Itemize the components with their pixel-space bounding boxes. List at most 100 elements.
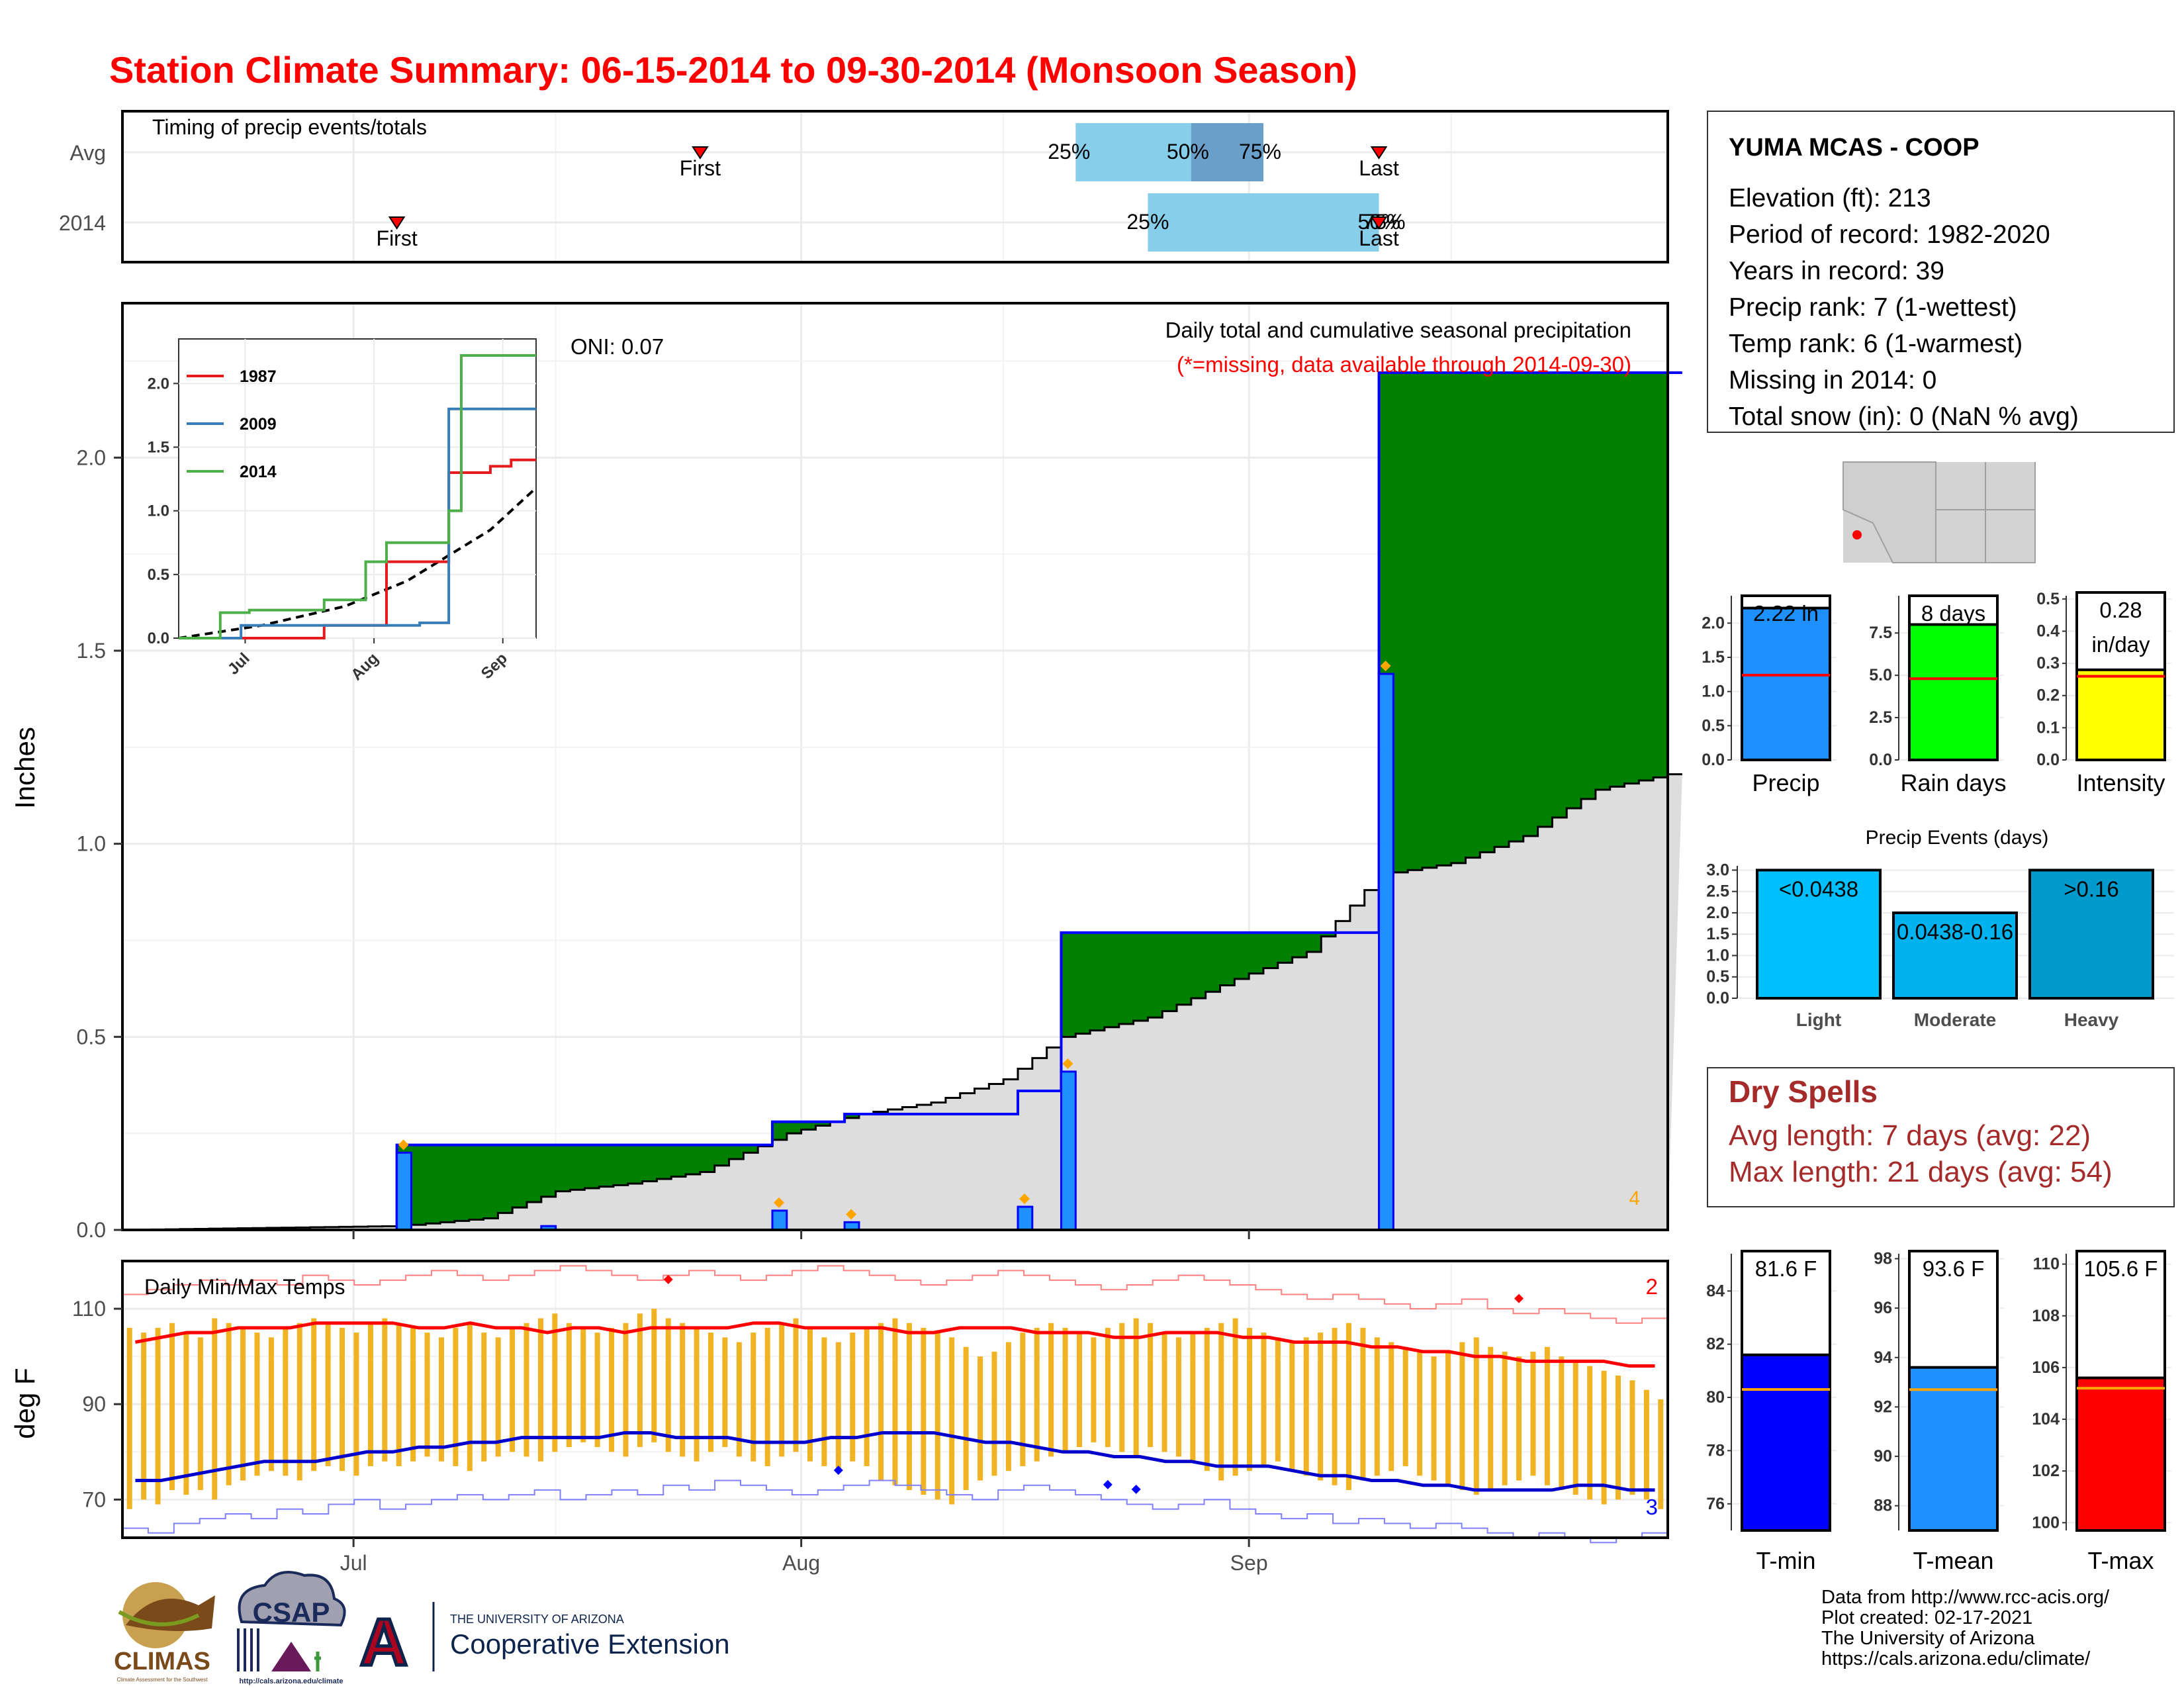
precip-surplus-segment xyxy=(743,1145,758,1153)
precip-y-tick-label: 1.5 xyxy=(77,639,106,663)
precip-total-bar xyxy=(1741,606,1831,761)
precip-surplus-segment xyxy=(1494,373,1510,847)
precip-surplus-segment xyxy=(555,1145,570,1192)
daily-temp-range-bar xyxy=(1601,1370,1607,1505)
precip-surplus-segment xyxy=(483,1145,498,1219)
precip-surplus-segment xyxy=(426,1145,441,1224)
station-info-line: Missing in 2014: 0 xyxy=(1729,366,1936,395)
precip-surplus-segment xyxy=(1234,932,1250,979)
daily-temp-range-bar xyxy=(1190,1333,1196,1462)
daily-temp-range-bar xyxy=(1261,1333,1267,1466)
daily-temp-range-bar xyxy=(1133,1318,1139,1457)
footer-line-4: https://cals.arizona.edu/climate/ xyxy=(1821,1648,2091,1669)
precip-y-tick-label: 0.0 xyxy=(77,1218,106,1242)
daily-temp-range-bar xyxy=(1346,1323,1352,1490)
daily-temp-range-bar xyxy=(1218,1323,1224,1481)
ua-logo: A THE UNIVERSITY OF ARIZONA Cooperative … xyxy=(358,1602,730,1681)
precip-surplus-segment xyxy=(1090,932,1105,1031)
precip-surplus-segment xyxy=(1133,932,1148,1021)
station-frame xyxy=(1707,111,2175,433)
timing-2014-p75-label: 75% xyxy=(1363,210,1406,234)
temp-frame xyxy=(121,1260,1669,1539)
t-min-tick-label: 82 xyxy=(1706,1335,1725,1354)
intensity-tick-label: 0.4 xyxy=(2036,622,2060,640)
precip-surplus-segment xyxy=(1177,932,1192,1005)
precip-total-tick-label: 0.5 xyxy=(1702,716,1725,735)
station-name: YUMA MCAS - COOP xyxy=(1729,134,1979,162)
temp-x-tick-label: Sep xyxy=(1230,1551,1268,1575)
precip-surplus-segment xyxy=(1610,373,1625,787)
precip-events-category-label: Heavy xyxy=(2064,1009,2119,1030)
daily-temp-range-bar xyxy=(453,1327,459,1466)
precip-surplus-segment xyxy=(541,1145,557,1197)
timing-frame xyxy=(121,110,1669,263)
page-title: Station Climate Summary: 06-15-2014 to 0… xyxy=(109,49,1357,91)
timing-avg-last-marker xyxy=(1370,146,1388,160)
inset-legend-label: 2014 xyxy=(240,463,277,481)
t-mean-tick-label: 88 xyxy=(1874,1497,1892,1515)
precip-surplus-segment xyxy=(1451,373,1466,863)
daily-temp-range-bar xyxy=(126,1327,132,1509)
missing-count: 4 xyxy=(1629,1188,1640,1209)
daily-temp-range-bar xyxy=(1516,1356,1522,1481)
record-low-marker xyxy=(1131,1484,1141,1494)
precip-panel: 0.0 0.5 1.0 1.5 2.0 Daily total and cumulati… xyxy=(9,302,1682,1242)
daily-temp-range-bar xyxy=(864,1327,870,1466)
normal-max-line xyxy=(135,1321,1655,1368)
precip-surplus-segment xyxy=(815,1121,831,1126)
daily-temp-range-bar xyxy=(566,1323,572,1448)
precip-surplus-segment xyxy=(1263,932,1279,968)
precip-surplus-segment xyxy=(1537,373,1553,827)
daily-temp-range-bar xyxy=(1091,1337,1097,1442)
oni-label: ONI: 0.07 xyxy=(570,334,664,359)
t-mean-bar xyxy=(1908,1366,1999,1532)
precip-surplus-segment xyxy=(772,1121,788,1140)
t-mean-tick-label: 98 xyxy=(1874,1249,1892,1268)
daily-temp-range-bar xyxy=(1175,1337,1181,1457)
daily-temp-range-bar xyxy=(495,1337,501,1457)
daily-temp-range-bar xyxy=(1388,1342,1394,1472)
timing-avg-p50-label: 50% xyxy=(1167,140,1209,164)
precip-events-bar-label: >0.16 xyxy=(2064,876,2119,901)
t-min-tick-label: 84 xyxy=(1706,1282,1725,1300)
precip-surplus-segment xyxy=(1292,932,1307,958)
inset-series-2014 xyxy=(179,354,536,639)
precip-events-chart: Precip Events (days) 0.0 0.5 1.0 1.5 2.0 2.5 3… xyxy=(1706,827,2174,1030)
precip-surplus-segment xyxy=(1581,373,1596,799)
t-min-bar xyxy=(1741,1353,1831,1532)
intensity-value-label: 0.28 xyxy=(2099,598,2142,622)
rain-days-tick-label: 5.0 xyxy=(1869,666,1892,684)
daily-temp-range-bar xyxy=(438,1337,444,1462)
daily-temp-range-bar xyxy=(325,1323,331,1466)
intensity-value-label: in/day xyxy=(2091,632,2150,657)
daily-temp-range-bar xyxy=(1445,1351,1451,1485)
daily-temp-range-bar xyxy=(353,1333,359,1476)
precip-surplus-segment xyxy=(411,1145,426,1225)
rain-days-tick-label: 7.5 xyxy=(1869,624,1892,642)
daily-temp-range-bar xyxy=(1076,1333,1082,1448)
daily-temp-range-bar xyxy=(1232,1318,1238,1476)
temp-y-tick-label: 110 xyxy=(72,1297,106,1321)
timing-avg-p75-label: 75% xyxy=(1239,140,1281,164)
precip-surplus-segment xyxy=(686,1145,701,1174)
timing-row-2014: 2014 xyxy=(59,211,106,235)
dry-spells-max: Max length: 21 days (avg: 54) xyxy=(1729,1156,2113,1188)
precip-surplus-segment xyxy=(1624,373,1639,784)
inset-frame xyxy=(178,338,537,639)
precip-total-tick-label: 1.5 xyxy=(1702,648,1725,667)
daily-temp-range-bar xyxy=(268,1337,274,1472)
daily-temp-range-bar xyxy=(963,1346,969,1490)
footer-line-3: The University of Arizona xyxy=(1821,1628,2035,1649)
dry-spells-box: Dry Spells Avg length: 7 days (avg: 22) … xyxy=(1707,1067,2175,1207)
timing-2014-iqr-bar xyxy=(1148,193,1379,252)
temp-x-tick-label: Jul xyxy=(340,1551,367,1575)
t-mean-tick-label: 94 xyxy=(1874,1348,1892,1367)
record-high-line xyxy=(122,1265,1668,1324)
precip-events-bar xyxy=(1756,868,1882,1000)
daily-temp-range-bar xyxy=(197,1337,203,1490)
daily-temp-range-bar xyxy=(1459,1342,1465,1490)
daily-temp-range-bar xyxy=(1374,1337,1380,1476)
daily-precip-marker xyxy=(846,1209,857,1220)
t-max-tick-label: 108 xyxy=(2032,1307,2060,1325)
daily-temp-range-bar xyxy=(141,1333,147,1500)
